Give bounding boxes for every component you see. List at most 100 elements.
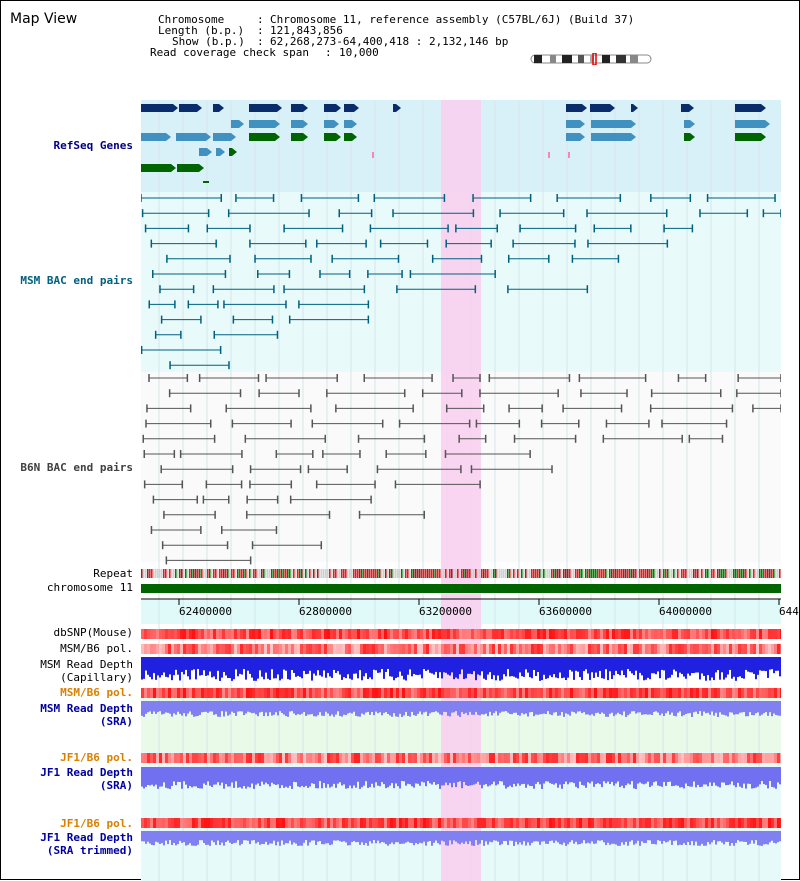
msm-sra-depth	[747, 701, 749, 717]
msm-capillary-depth	[431, 657, 433, 674]
pol-cell	[297, 818, 300, 828]
pol-cell	[597, 688, 600, 698]
refseq-gene	[591, 133, 631, 141]
pol-cell	[150, 644, 153, 654]
repeat-mark	[599, 569, 601, 578]
msm-capillary-depth	[419, 657, 421, 675]
jf1-sra-depth	[537, 767, 539, 782]
msm-capillary-depth	[193, 657, 195, 670]
pol-cell	[540, 629, 543, 639]
pol-cell	[171, 644, 174, 654]
jf1-trim-depth	[287, 831, 289, 844]
pol-cell	[417, 753, 420, 763]
jf1-trim-depth	[221, 831, 223, 843]
pol-cell	[243, 688, 246, 698]
pol-cell	[744, 644, 747, 654]
msm-capillary-depth	[707, 657, 709, 676]
track-label-b6n-bac[interactable]: B6N BAC end pairs	[20, 461, 133, 474]
refseq-gene	[213, 133, 231, 141]
msm-capillary-depth	[501, 657, 503, 680]
pol-cell	[432, 644, 435, 654]
pol-cell	[699, 818, 702, 828]
msm-capillary-depth	[465, 657, 467, 679]
pol-cell	[756, 688, 759, 698]
jf1-trim-depth	[167, 831, 169, 845]
pol-cell	[333, 629, 336, 639]
jf1-trim-depth	[713, 831, 715, 841]
pol-cell	[210, 629, 213, 639]
jf1-trim-depth	[655, 831, 657, 845]
msm-sra-depth	[259, 701, 261, 713]
repeat-mark	[529, 569, 531, 578]
jf1-trim-depth	[317, 831, 319, 842]
track-label-msm-bac[interactable]: MSM BAC end pairs	[20, 274, 133, 287]
jf1-sra-depth	[241, 767, 243, 789]
msm-sra-depth	[751, 701, 753, 716]
msm-capillary-depth	[779, 657, 781, 677]
jf1-trim-depth	[417, 831, 419, 845]
pol-cell	[540, 688, 543, 698]
jf1-trim-depth	[629, 831, 631, 842]
repeat-mark	[163, 569, 165, 578]
jf1-trim-depth	[697, 831, 699, 846]
repeat-mark	[741, 569, 743, 578]
pol-cell	[288, 753, 291, 763]
pol-cell	[639, 629, 642, 639]
msm-capillary-depth	[769, 657, 771, 670]
repeat-mark	[359, 569, 361, 578]
jf1-trim-depth	[351, 831, 353, 843]
pol-cell	[327, 753, 330, 763]
msm-capillary-depth	[209, 657, 211, 672]
pol-cell	[258, 688, 261, 698]
repeat-mark	[381, 569, 383, 578]
msm-sra-depth	[767, 701, 769, 716]
pol-cell	[465, 629, 468, 639]
msm-sra-depth	[437, 701, 439, 713]
repeat-mark	[389, 569, 391, 578]
repeat-mark	[257, 569, 259, 578]
jf1-trim-depth	[393, 831, 395, 845]
msm-sra-depth	[657, 701, 659, 713]
msm-sra-depth	[217, 701, 219, 717]
pol-cell	[525, 688, 528, 698]
pol-cell	[369, 644, 372, 654]
pol-cell	[654, 629, 657, 639]
gene-arrow	[352, 120, 357, 128]
msm-capillary-depth	[567, 657, 569, 678]
pol-cell	[183, 688, 186, 698]
chromosome-ideogram[interactable]	[530, 53, 654, 65]
jf1-sra-depth	[523, 767, 525, 784]
jf1-sra-depth	[283, 767, 285, 788]
msm-sra-depth	[727, 701, 729, 717]
repeat-mark	[283, 569, 285, 578]
pol-cell	[339, 753, 342, 763]
jf1-sra-depth	[609, 767, 611, 785]
repeat-mark	[403, 569, 405, 578]
jf1-sra-depth	[419, 767, 421, 786]
genome-track-canvas[interactable]	[141, 100, 781, 881]
msm-capillary-depth	[397, 657, 399, 678]
msm-sra-depth	[453, 701, 455, 713]
pol-cell	[561, 644, 564, 654]
jf1-trim-depth	[507, 831, 509, 845]
pol-cell	[192, 644, 195, 654]
track-label-refseq[interactable]: RefSeq Genes	[53, 139, 133, 152]
jf1-trim-depth	[453, 831, 455, 841]
jf1-trim-depth	[211, 831, 213, 841]
pol-cell	[459, 688, 462, 698]
jf1-trim-depth	[609, 831, 611, 845]
pol-cell	[393, 629, 396, 639]
pol-cell	[627, 818, 630, 828]
jf1-sra-depth	[513, 767, 515, 784]
pol-cell	[222, 688, 225, 698]
pol-cell	[480, 753, 483, 763]
msm-sra-depth	[565, 701, 567, 714]
msm-sra-depth	[535, 701, 537, 715]
pol-cell	[699, 688, 702, 698]
pol-cell	[681, 818, 684, 828]
pol-cell	[231, 644, 234, 654]
jf1-sra-depth	[629, 767, 631, 785]
jf1-trim-depth	[173, 831, 175, 843]
pol-cell	[309, 818, 312, 828]
jf1-trim-depth	[331, 831, 333, 845]
